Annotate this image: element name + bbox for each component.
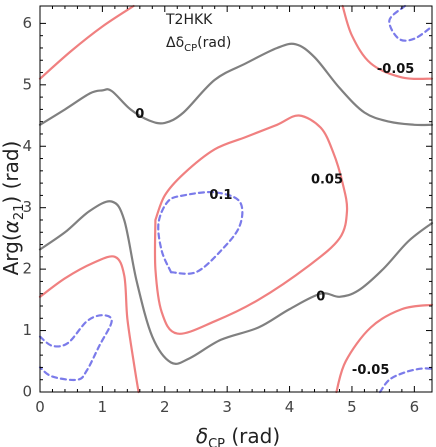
x-axis-label-main: δ xyxy=(196,424,208,447)
contour-line-level-minus-0p05-1 xyxy=(335,303,434,394)
x-tick-label-4: 4 xyxy=(285,398,295,416)
x-axis-label: δCP (rad) xyxy=(196,424,280,447)
contour-line-level-0p05-2 xyxy=(38,255,140,394)
chart-title-sub: CP xyxy=(184,43,197,54)
y-tick-label-5: 5 xyxy=(22,75,32,93)
y-tick-label-0: 0 xyxy=(22,383,32,401)
contour-line-level-0p1-0 xyxy=(157,190,244,275)
y-tick-label-3: 3 xyxy=(22,198,32,216)
y-axis-label-suffix: ) (rad) xyxy=(0,141,23,204)
contour-line-level-0p05-0 xyxy=(38,4,135,80)
x-axis-label-suffix: (rad) xyxy=(225,424,280,447)
y-tick-label-1: 1 xyxy=(22,321,32,339)
contour-label-5: -0.05 xyxy=(352,363,389,378)
y-tick-label-6: 6 xyxy=(22,14,32,32)
chart-title-line-2: ΔδCP(rad) xyxy=(166,35,231,54)
x-tick-label-5: 5 xyxy=(347,398,357,416)
contour-line-level-0-0 xyxy=(38,42,434,127)
contour-line-level-minus-0p1-2 xyxy=(378,367,434,394)
y-axis-label-prefix: Arg( xyxy=(0,233,23,275)
x-tick-label-6: 6 xyxy=(410,398,420,416)
y-tick-label-4: 4 xyxy=(22,137,32,155)
contour-labels-layer: 0 0.1 0.05 0 -0.05 -0.05 xyxy=(135,62,414,378)
chart-title-unit: (rad) xyxy=(197,35,231,51)
x-tick-label-1: 1 xyxy=(98,398,108,416)
contour-label-4: -0.05 xyxy=(377,62,414,77)
y-axis-label-sub: 21 xyxy=(12,204,27,221)
x-tick-label-0: 0 xyxy=(35,398,45,416)
contour-line-level-minus-0p1-0 xyxy=(388,4,434,42)
y-axis-label-alpha: α xyxy=(0,220,23,233)
chart-title-line-1: T2HKK xyxy=(165,12,213,28)
x-tick-label-3: 3 xyxy=(222,398,232,416)
y-axis-label: Arg(α21) (rad) xyxy=(0,141,27,276)
contour-lines-layer xyxy=(38,4,434,394)
axis-ticks-layer: 0 1 2 3 4 5 6 0 1 2 3 4 5 6 xyxy=(22,6,432,416)
contour-label-3: 0 xyxy=(316,289,325,304)
contour-line-level-minus-0p1-1 xyxy=(38,314,113,382)
plot-frame-layer xyxy=(39,5,433,393)
contour-line-level-0-1 xyxy=(38,200,434,365)
contour-line-level-0p05-1 xyxy=(153,114,349,335)
contour-label-1: 0.1 xyxy=(209,188,232,203)
y-tick-label-2: 2 xyxy=(22,260,32,278)
x-tick-label-2: 2 xyxy=(160,398,170,416)
x-axis-label-sub: CP xyxy=(208,437,225,447)
chart-title-delta: Δδ xyxy=(166,35,184,51)
contour-line-level-minus-0p05-0 xyxy=(341,4,434,81)
contour-label-2: 0.05 xyxy=(311,173,343,188)
plot-frame xyxy=(39,5,433,393)
contour-label-0: 0 xyxy=(135,107,144,122)
